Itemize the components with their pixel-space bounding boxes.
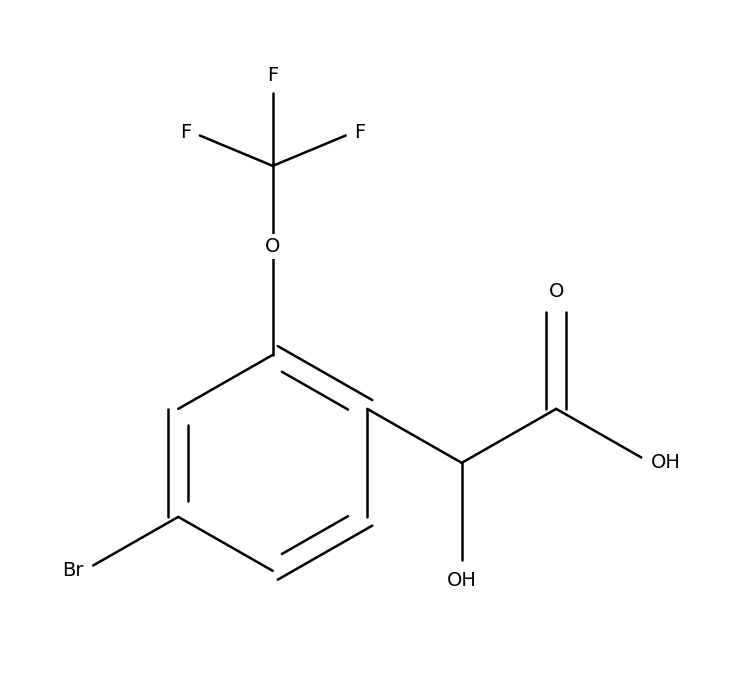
Text: F: F — [267, 66, 278, 85]
Text: O: O — [548, 282, 564, 301]
Text: OH: OH — [447, 571, 476, 590]
Text: F: F — [180, 122, 191, 142]
Text: Br: Br — [62, 561, 84, 581]
Text: F: F — [354, 122, 365, 142]
Text: O: O — [265, 237, 280, 256]
Text: OH: OH — [651, 454, 681, 473]
